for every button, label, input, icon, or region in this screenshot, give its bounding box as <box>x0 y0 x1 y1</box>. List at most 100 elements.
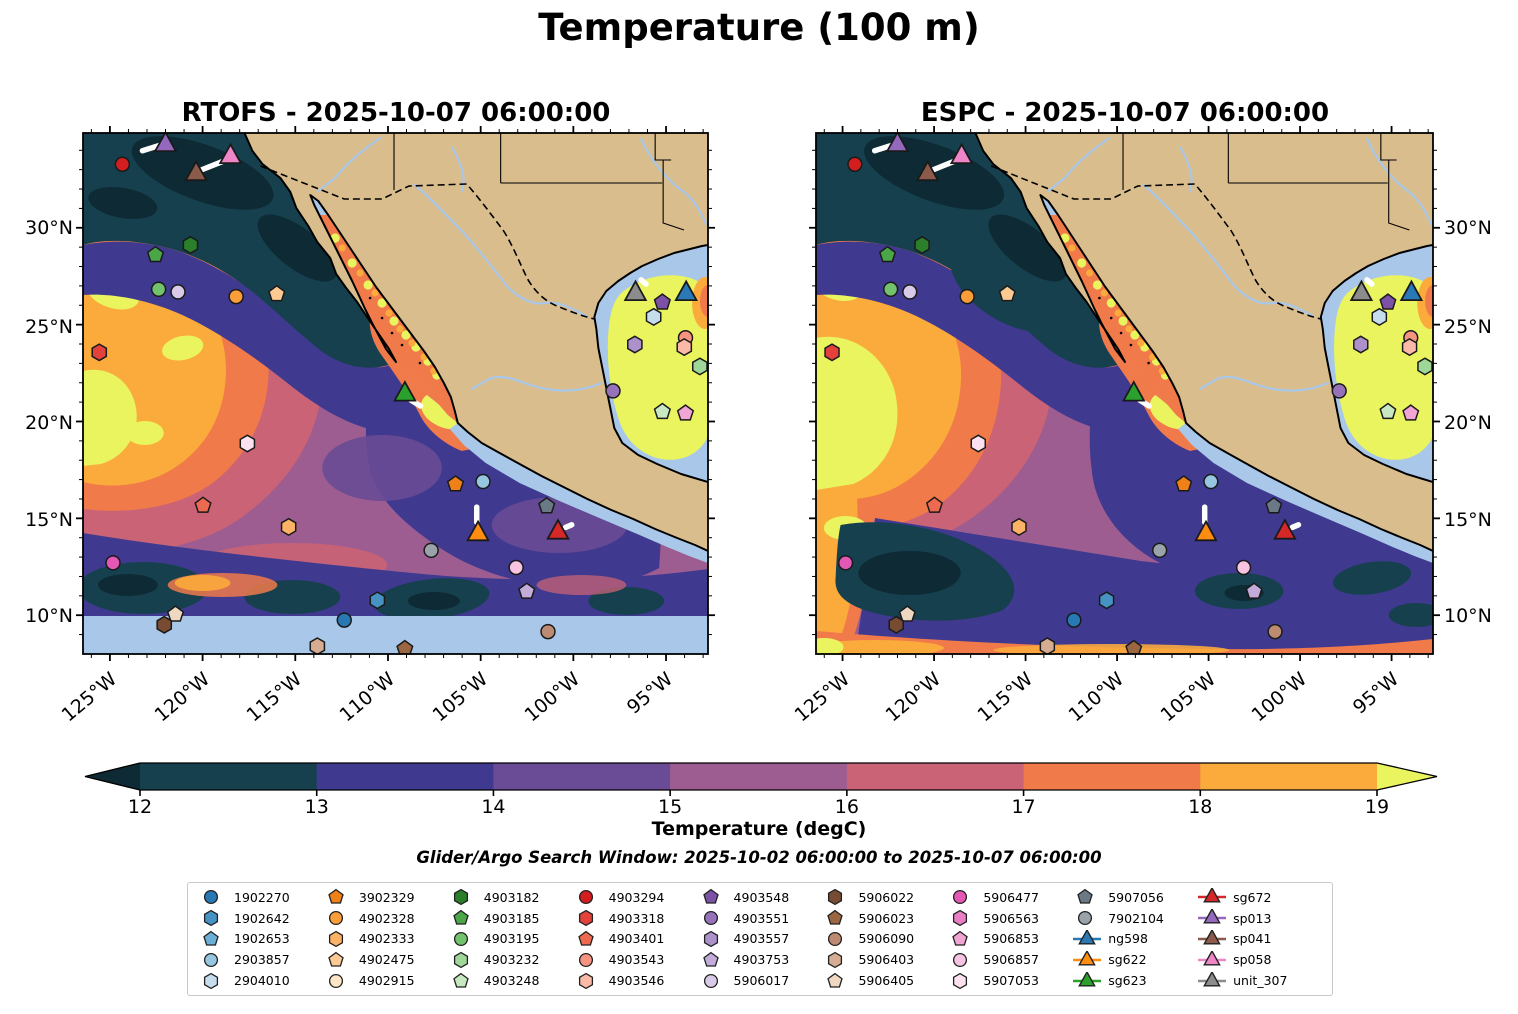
legend-label: 4903318 <box>608 910 665 926</box>
y-tick-label: 15°N <box>1444 509 1492 532</box>
legend-label: 1902642 <box>234 910 290 926</box>
legend-item-1902642: 1902642 <box>198 909 323 927</box>
legend-label: 7902104 <box>1108 910 1164 926</box>
float-marker-icon <box>203 952 219 967</box>
legend-item-1902270: 1902270 <box>198 888 323 906</box>
legend-item-3902329: 3902329 <box>323 888 448 906</box>
legend-label: 4903753 <box>733 952 790 968</box>
legend-item-4903185: 4903185 <box>448 909 573 927</box>
float-marker-icon <box>953 890 968 905</box>
x-tick-label: 110°W <box>335 668 400 727</box>
legend-label: 4903232 <box>483 952 540 968</box>
colorbar-segment <box>140 763 318 790</box>
legend-label: sp058 <box>1233 952 1272 968</box>
x-tick-label: 100°W <box>520 668 585 727</box>
legend-label: 4903195 <box>483 931 540 947</box>
colorbar-segment <box>493 763 671 790</box>
legend-item-1902653: 1902653 <box>198 930 323 948</box>
float-marker-icon <box>578 972 593 989</box>
map-marker-5907053 <box>239 434 256 453</box>
legend-label: 4903294 <box>608 889 665 905</box>
legend-label: 4902475 <box>358 952 415 968</box>
x-tick-label: 125°W <box>57 668 122 727</box>
map-marker-2904010 <box>1371 307 1388 326</box>
platform-legend: 1902270 1902642 1902653 2903857 2904010 39023… <box>187 882 1333 996</box>
colorbar-label: Temperature (degC) <box>651 818 867 840</box>
x-tick-label: 115°W <box>973 668 1037 727</box>
legend-item-5906563: 5906563 <box>947 909 1072 927</box>
map-marker-4903182 <box>914 235 930 255</box>
legend-label: 5907053 <box>983 973 1039 989</box>
legend-label: sp013 <box>1233 910 1272 926</box>
map-marker-4903182 <box>182 235 199 255</box>
float-marker-icon <box>827 972 844 988</box>
panel-title-rtofs: RTOFS - 2025-10-07 06:00:00 <box>181 98 611 128</box>
map-marker-4903557 <box>1353 335 1369 354</box>
colorbar-segment <box>316 763 495 790</box>
legend-label: 4903182 <box>483 889 540 905</box>
map-marker-5906403 <box>309 637 326 654</box>
colorbar-over-arrow <box>1377 763 1437 790</box>
float-marker-icon <box>703 973 718 988</box>
map-marker-5906857 <box>508 559 524 576</box>
map-marker-4903557 <box>627 335 643 354</box>
colorbar-segment <box>1200 763 1378 790</box>
map-marker-5906090 <box>540 623 556 640</box>
float-marker-icon <box>578 952 593 967</box>
legend-label: 4903401 <box>608 931 665 947</box>
float-marker-icon <box>702 889 719 905</box>
float-marker-icon <box>328 930 343 948</box>
legend-label: 5906022 <box>858 889 915 905</box>
float-marker-icon <box>702 951 719 967</box>
map-marker-4903551 <box>1331 383 1347 399</box>
x-tick-label: 95°W <box>1348 668 1403 719</box>
map-marker-4903232 <box>1417 357 1433 376</box>
map-marker-4903195 <box>883 281 899 298</box>
legend-item-4903753: 4903753 <box>698 951 823 969</box>
float-marker-icon <box>828 889 843 906</box>
float-marker-icon <box>1077 889 1093 905</box>
legend-label: 4903543 <box>608 952 665 968</box>
map-marker-5906017 <box>170 284 186 300</box>
legend-item-7902104: 7902104 <box>1072 909 1197 927</box>
map-marker-4903294 <box>114 156 131 173</box>
legend-item-sp013: sp013 <box>1197 909 1322 927</box>
legend-label: 5906857 <box>983 952 1039 968</box>
legend-item-unit_307: unit_307 <box>1197 971 1322 990</box>
map-marker-4902333 <box>280 517 297 536</box>
legend-item-4902475: 4902475 <box>323 951 448 969</box>
legend-item-4903401: 4903401 <box>573 930 698 948</box>
legend-item-4903548: 4903548 <box>698 888 823 906</box>
legend-label: 4903557 <box>733 931 790 947</box>
colorbar-tick-label: 12 <box>127 796 153 818</box>
x-tick-label: 115°W <box>242 668 307 727</box>
x-tick-label: 120°W <box>881 668 946 727</box>
map-marker-5907053 <box>970 434 986 453</box>
map-marker-4903546 <box>1401 338 1418 357</box>
colorbar-segment <box>670 763 848 790</box>
float-marker-icon <box>703 930 718 948</box>
float-marker-icon <box>203 910 219 927</box>
map-rtofs <box>76 126 715 661</box>
legend-item-5906403: 5906403 <box>822 951 947 969</box>
colorbar <box>84 762 1438 796</box>
y-tick-label: 10°N <box>1444 605 1492 628</box>
legend-item-sg672: sg672 <box>1197 888 1322 906</box>
y-tick-label: 30°N <box>1444 216 1492 239</box>
legend-item-4903557: 4903557 <box>698 930 823 948</box>
legend-label: 2903857 <box>234 952 290 968</box>
float-marker-icon <box>453 889 468 906</box>
legend-item-5906090: 5906090 <box>822 930 947 948</box>
x-tick-label: 125°W <box>790 668 854 727</box>
legend-label: 5907056 <box>1108 889 1164 905</box>
map-marker-5906477 <box>105 555 121 571</box>
glider-marker-icon <box>1198 888 1227 903</box>
y-tick-label: 25°N <box>25 315 73 338</box>
legend-label: 5906477 <box>983 889 1039 905</box>
map-marker-4902328 <box>959 288 975 305</box>
map-marker-7902104 <box>423 542 439 559</box>
float-marker-icon <box>703 911 718 926</box>
map-marker-4902328 <box>228 288 244 305</box>
search-window-note: Glider/Argo Search Window: 2025-10-02 06… <box>416 848 1102 867</box>
map-marker-4903195 <box>150 281 167 298</box>
